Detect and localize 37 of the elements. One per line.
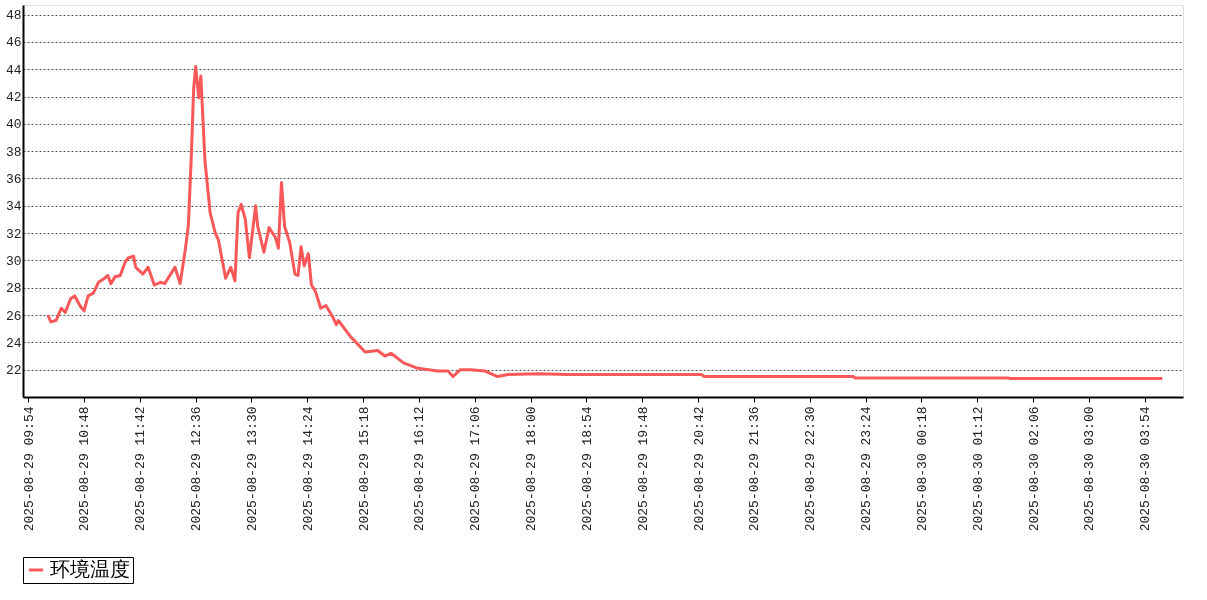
x-tick-label: 2025-08-30 01:12 [970, 406, 986, 532]
x-tick-label: 2025-08-29 14:24 [300, 406, 316, 532]
x-tick-label: 2025-08-30 03:00 [1082, 406, 1098, 532]
x-tick-label: 2025-08-29 22:30 [803, 406, 819, 532]
y-tick-label: 38 [5, 144, 22, 160]
x-tick-label: 2025-08-29 15:18 [356, 406, 372, 532]
x-tick-label: 2025-08-29 17:06 [468, 406, 484, 532]
x-tick-label: 2025-08-29 10:48 [77, 406, 93, 532]
x-tick-label: 2025-08-29 11:42 [133, 406, 149, 532]
y-tick-label: 34 [5, 199, 22, 215]
y-tick-label: 32 [5, 226, 22, 242]
y-tick-label: 26 [5, 308, 22, 324]
x-tick-label: 2025-08-29 12:36 [189, 406, 205, 532]
x-tick-label: 2025-08-30 00:18 [914, 406, 930, 532]
x-tick-label: 2025-08-29 23:24 [859, 406, 875, 532]
y-tick-label: 30 [5, 253, 22, 269]
y-tick-label: 24 [5, 335, 22, 351]
x-tick-label: 2025-08-29 18:00 [524, 406, 540, 532]
x-tick-label: 2025-08-29 13:30 [244, 406, 260, 532]
y-tick-label: 36 [5, 171, 22, 187]
y-tick-label: 40 [5, 117, 22, 133]
y-tick-label: 28 [5, 281, 22, 297]
x-tick-label: 2025-08-29 19:48 [635, 406, 651, 532]
x-tick-label: 2025-08-29 21:36 [747, 406, 763, 532]
x-tick-label: 2025-08-29 18:54 [579, 406, 595, 532]
legend-label: 环境温度 [50, 559, 130, 582]
y-tick-label: 42 [5, 90, 22, 106]
y-tick-label: 48 [5, 8, 22, 24]
y-tick-label: 46 [5, 35, 22, 51]
y-tick-label: 44 [5, 62, 22, 78]
x-tick-label: 2025-08-29 16:12 [412, 406, 428, 532]
line-series [46, 64, 1164, 381]
y-tick-label: 22 [5, 363, 22, 379]
x-tick-label: 2025-08-30 03:54 [1138, 406, 1154, 532]
x-tick-label: 2025-08-30 02:06 [1026, 406, 1042, 532]
x-tick-label: 2025-08-29 09:54 [21, 406, 37, 532]
x-tick-label: 2025-08-29 20:42 [691, 406, 707, 532]
